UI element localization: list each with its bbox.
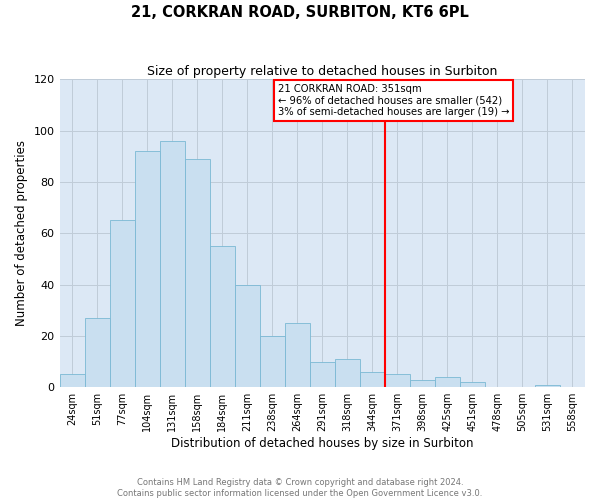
- Bar: [110, 220, 134, 387]
- Bar: [85, 318, 110, 387]
- Bar: [385, 374, 410, 387]
- Bar: [185, 158, 209, 387]
- Bar: [435, 377, 460, 387]
- Bar: [134, 151, 160, 387]
- Bar: [360, 372, 385, 387]
- Text: Contains HM Land Registry data © Crown copyright and database right 2024.
Contai: Contains HM Land Registry data © Crown c…: [118, 478, 482, 498]
- Bar: [59, 374, 85, 387]
- Title: Size of property relative to detached houses in Surbiton: Size of property relative to detached ho…: [147, 65, 497, 78]
- Bar: [335, 359, 360, 387]
- Bar: [285, 323, 310, 387]
- Y-axis label: Number of detached properties: Number of detached properties: [15, 140, 28, 326]
- Bar: [535, 384, 560, 387]
- X-axis label: Distribution of detached houses by size in Surbiton: Distribution of detached houses by size …: [171, 437, 473, 450]
- Bar: [160, 141, 185, 387]
- Bar: [410, 380, 435, 387]
- Bar: [209, 246, 235, 387]
- Bar: [235, 284, 260, 387]
- Text: 21, CORKRAN ROAD, SURBITON, KT6 6PL: 21, CORKRAN ROAD, SURBITON, KT6 6PL: [131, 5, 469, 20]
- Bar: [260, 336, 285, 387]
- Bar: [460, 382, 485, 387]
- Bar: [310, 362, 335, 387]
- Text: 21 CORKRAN ROAD: 351sqm
← 96% of detached houses are smaller (542)
3% of semi-de: 21 CORKRAN ROAD: 351sqm ← 96% of detache…: [278, 84, 509, 117]
